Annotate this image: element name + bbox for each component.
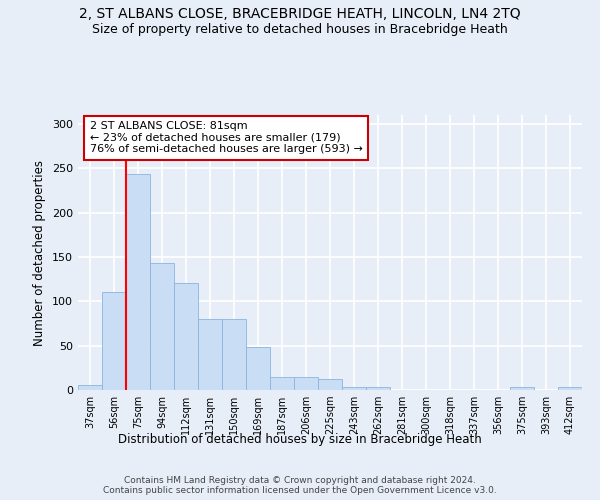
Bar [78,384,102,390]
Y-axis label: Number of detached properties: Number of detached properties [34,160,46,346]
Bar [366,388,390,390]
Bar [510,388,534,390]
Bar [318,380,342,390]
Text: Distribution of detached houses by size in Bracebridge Heath: Distribution of detached houses by size … [118,432,482,446]
Text: 2 ST ALBANS CLOSE: 81sqm
← 23% of detached houses are smaller (179)
76% of semi-: 2 ST ALBANS CLOSE: 81sqm ← 23% of detach… [90,121,363,154]
Text: Contains HM Land Registry data © Crown copyright and database right 2024.
Contai: Contains HM Land Registry data © Crown c… [103,476,497,495]
Bar [174,282,198,390]
Bar [294,376,318,390]
Bar [342,388,366,390]
Bar [102,292,126,390]
Bar [150,263,174,390]
Text: 2, ST ALBANS CLOSE, BRACEBRIDGE HEATH, LINCOLN, LN4 2TQ: 2, ST ALBANS CLOSE, BRACEBRIDGE HEATH, L… [79,8,521,22]
Text: Size of property relative to detached houses in Bracebridge Heath: Size of property relative to detached ho… [92,22,508,36]
Bar [558,388,582,390]
Bar [222,319,246,390]
Bar [198,319,222,390]
Bar [246,348,270,390]
Bar [126,174,150,390]
Bar [270,376,294,390]
